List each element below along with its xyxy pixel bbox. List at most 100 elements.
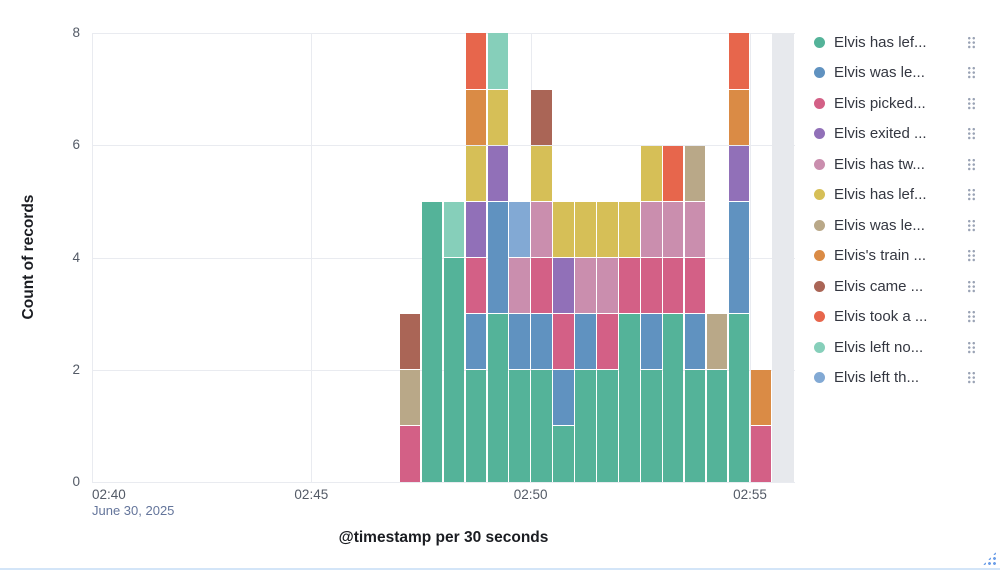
legend-actions-icon[interactable]	[967, 66, 976, 80]
bar-segment[interactable]	[597, 370, 618, 482]
bar-segment[interactable]	[465, 145, 487, 201]
bar-segment[interactable]	[399, 426, 421, 482]
bar-segment[interactable]	[531, 314, 552, 370]
bar-segment[interactable]	[487, 33, 508, 89]
bar-segment[interactable]	[728, 314, 750, 482]
bar-segment[interactable]	[728, 145, 750, 201]
bar-segment[interactable]	[684, 201, 706, 258]
legend-actions-icon[interactable]	[967, 35, 976, 49]
legend-item[interactable]: Elvis took a ...	[814, 302, 976, 333]
x-axis-tick-label: 02:40	[92, 487, 126, 502]
bar-segment[interactable]	[641, 370, 662, 482]
bar-segment[interactable]	[575, 257, 596, 314]
bar-segment[interactable]	[509, 314, 530, 370]
bar-segment[interactable]	[619, 257, 640, 314]
bar-segment[interactable]	[487, 145, 508, 201]
bar-segment[interactable]	[465, 201, 487, 258]
bar-segment[interactable]	[399, 370, 421, 426]
legend-actions-icon[interactable]	[967, 127, 976, 141]
bar-segment[interactable]	[663, 257, 684, 314]
legend-item[interactable]: Elvis has lef...	[814, 180, 976, 211]
bar-segment[interactable]	[443, 201, 465, 258]
legend-actions-icon[interactable]	[967, 340, 976, 354]
legend-actions-icon[interactable]	[967, 218, 976, 232]
bar-segment[interactable]	[684, 257, 706, 314]
bar-segment[interactable]	[684, 145, 706, 201]
bar-segment[interactable]	[641, 201, 662, 258]
legend-actions-icon[interactable]	[967, 96, 976, 110]
legend-item[interactable]: Elvis left th...	[814, 363, 976, 394]
bar-segment[interactable]	[706, 314, 728, 370]
bar-segment[interactable]	[728, 89, 750, 145]
bar-segment[interactable]	[597, 314, 618, 370]
bar-segment[interactable]	[421, 201, 443, 482]
bar-segment[interactable]	[487, 201, 508, 314]
bar-segment[interactable]	[531, 257, 552, 314]
bar-segment[interactable]	[553, 201, 574, 258]
bar-segment[interactable]	[706, 370, 728, 482]
bar-segment[interactable]	[465, 370, 487, 482]
legend-actions-icon[interactable]	[967, 279, 976, 293]
bar-segment[interactable]	[597, 201, 618, 258]
bar-segment[interactable]	[575, 370, 596, 482]
legend-item[interactable]: Elvis came ...	[814, 271, 976, 302]
bar-segment[interactable]	[619, 314, 640, 482]
legend-item[interactable]: Elvis was le...	[814, 58, 976, 89]
bar-segment[interactable]	[597, 257, 618, 314]
bar-segment[interactable]	[509, 257, 530, 314]
gridline-vertical	[311, 33, 313, 482]
gridline-horizontal	[92, 257, 795, 259]
legend-actions-icon[interactable]	[967, 188, 976, 202]
bar-segment[interactable]	[684, 314, 706, 370]
legend-item-label: Elvis's train ...	[834, 247, 927, 265]
bar-segment[interactable]	[399, 314, 421, 370]
legend-item-label: Elvis has lef...	[834, 186, 927, 204]
bar-segment[interactable]	[553, 314, 574, 370]
bar-segment[interactable]	[575, 201, 596, 258]
legend-actions-icon[interactable]	[967, 310, 976, 324]
legend-item[interactable]: Elvis was le...	[814, 210, 976, 241]
legend-item[interactable]: Elvis has tw...	[814, 149, 976, 180]
bar-segment[interactable]	[487, 89, 508, 145]
bar-segment[interactable]	[728, 201, 750, 314]
legend-color-dot	[814, 280, 825, 292]
bar-segment[interactable]	[465, 89, 487, 145]
bar-segment[interactable]	[465, 257, 487, 314]
bar-segment[interactable]	[575, 314, 596, 370]
bar-segment[interactable]	[509, 201, 530, 258]
bar-segment[interactable]	[619, 201, 640, 258]
legend-item[interactable]: Elvis exited ...	[814, 119, 976, 150]
legend-item[interactable]: Elvis's train ...	[814, 241, 976, 272]
bar-segment[interactable]	[728, 33, 750, 89]
bar-segment[interactable]	[663, 145, 684, 201]
legend-item[interactable]: Elvis has lef...	[814, 27, 976, 58]
bar-segment[interactable]	[663, 201, 684, 258]
legend-item[interactable]: Elvis left no...	[814, 332, 976, 363]
bar-segment[interactable]	[641, 145, 662, 201]
bar-segment[interactable]	[553, 257, 574, 314]
legend-item[interactable]: Elvis picked...	[814, 88, 976, 119]
bar-segment[interactable]	[750, 370, 772, 426]
bar-segment[interactable]	[531, 89, 552, 145]
bar-segment[interactable]	[553, 370, 574, 426]
bar-segment[interactable]	[641, 257, 662, 314]
bar-segment[interactable]	[443, 257, 465, 482]
bar-segment[interactable]	[465, 33, 487, 89]
legend-actions-icon[interactable]	[967, 249, 976, 263]
y-axis-tick-label: 2	[72, 361, 80, 377]
bar-segment[interactable]	[684, 370, 706, 482]
bar-segment[interactable]	[531, 145, 552, 201]
gridline-horizontal	[92, 369, 795, 371]
bar-segment[interactable]	[509, 370, 530, 482]
bar-segment[interactable]	[465, 314, 487, 370]
bar-segment[interactable]	[487, 314, 508, 482]
legend: Elvis has lef... Elvis was le... Elvis pic…	[814, 27, 976, 393]
legend-actions-icon[interactable]	[967, 157, 976, 171]
bar-segment[interactable]	[531, 201, 552, 258]
bar-segment[interactable]	[553, 426, 574, 482]
bar-segment[interactable]	[531, 370, 552, 482]
bar-segment[interactable]	[641, 314, 662, 370]
bar-segment[interactable]	[663, 314, 684, 482]
bar-segment[interactable]	[750, 426, 772, 482]
legend-actions-icon[interactable]	[967, 371, 976, 385]
